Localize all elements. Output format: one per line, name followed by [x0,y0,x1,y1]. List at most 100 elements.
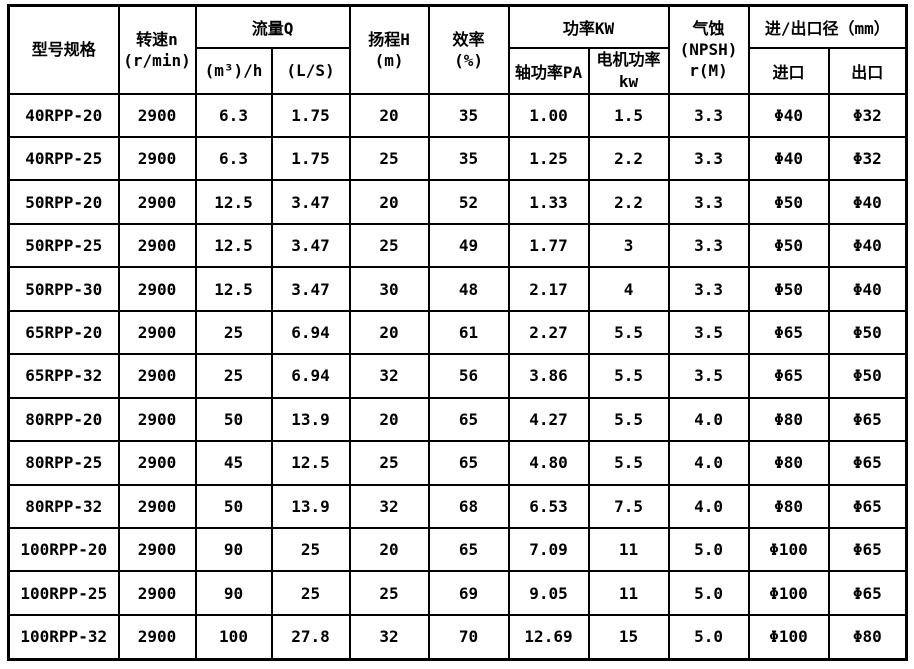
cell-motor-power: 5.5 [587,353,670,399]
cell-flow-m3h: 12.5 [194,222,273,269]
cell-efficiency: 52 [427,179,510,225]
cell-flow-m3h: 6.3 [194,92,273,138]
cell-motor-power: 2.2 [587,179,670,225]
cell-npsh: 3.3 [667,92,750,138]
cell-shaft-power: 2.27 [507,309,590,356]
cell-head: 25 [348,135,430,182]
cell-shaft-power: 3.86 [507,353,590,399]
cell-model: 65RPP-32 [7,353,120,399]
cell-inlet: Φ80 [747,440,830,486]
table-row: 100RPP-25 2900 90 25 25 69 9.05 11 5.0 Φ100 Φ65 [7,570,908,616]
cell-outlet: Φ50 [827,353,908,399]
cell-flow-ls: 1.75 [270,92,351,138]
cell-motor-power: 5.5 [587,440,670,486]
header-outlet: 出口 [827,46,908,95]
header-efficiency-line2: (%) [454,50,483,70]
cell-head: 20 [348,92,430,138]
table-row: 80RPP-20 2900 50 13.9 20 65 4.27 5.5 4.0 Φ80 Φ65 [7,396,908,443]
header-speed-line2: (r/min) [123,50,191,70]
header-efficiency-line1: 效率 [452,29,485,49]
cell-outlet: Φ40 [827,266,908,312]
header-motor-power-line2: kw [618,71,639,91]
header-speed-line1: 转速n [136,29,178,49]
cell-model: 80RPP-25 [7,440,120,486]
cell-inlet: Φ40 [747,92,830,138]
cell-model: 40RPP-20 [7,92,120,138]
table-header: 型号规格 转速n (r/min) 流量Q 扬程H (m) 效率 (%) 功率KW… [7,4,908,95]
cell-motor-power: 5.5 [587,396,670,443]
cell-efficiency: 48 [427,266,510,312]
cell-flow-ls: 3.47 [270,266,351,312]
cell-head: 30 [348,266,430,312]
cell-npsh: 4.0 [667,483,750,530]
cell-head: 25 [348,440,430,486]
header-efficiency: 效率 (%) [427,4,510,95]
cell-flow-m3h: 90 [194,527,273,573]
cell-shaft-power: 4.80 [507,440,590,486]
cell-efficiency: 65 [427,396,510,443]
table-row: 40RPP-20 2900 6.3 1.75 20 35 1.00 1.5 3.3 Φ40 Φ32 [7,92,908,138]
cell-npsh: 4.0 [667,396,750,443]
cell-npsh: 3.5 [667,309,750,356]
header-npsh-line3: r(M) [689,61,728,81]
cell-flow-ls: 13.9 [270,396,351,443]
cell-model: 100RPP-20 [7,527,120,573]
cell-inlet: Φ50 [747,222,830,269]
cell-flow-ls: 25 [270,570,351,616]
table-row: 80RPP-32 2900 50 13.9 32 68 6.53 7.5 4.0 Φ80 Φ65 [7,483,908,530]
cell-shaft-power: 12.69 [507,613,590,661]
cell-outlet: Φ65 [827,396,908,443]
cell-model: 80RPP-20 [7,396,120,443]
cell-speed: 2900 [117,353,197,399]
cell-outlet: Φ65 [827,527,908,573]
cell-outlet: Φ65 [827,483,908,530]
cell-head: 25 [348,222,430,269]
cell-inlet: Φ80 [747,483,830,530]
cell-flow-m3h: 90 [194,570,273,616]
header-model: 型号规格 [7,4,120,95]
cell-outlet: Φ80 [827,613,908,661]
cell-inlet: Φ65 [747,353,830,399]
cell-efficiency: 56 [427,353,510,399]
cell-inlet: Φ40 [747,135,830,182]
cell-npsh: 3.5 [667,353,750,399]
header-motor-power-line1: 电机功率 [596,50,661,70]
cell-head: 20 [348,527,430,573]
cell-inlet: Φ100 [747,570,830,616]
cell-inlet: Φ50 [747,266,830,312]
cell-motor-power: 3 [587,222,670,269]
cell-model: 50RPP-25 [7,222,120,269]
header-model-label: 型号规格 [31,40,96,60]
header-npsh: 气蚀 (NPSH) r(M) [667,4,750,95]
cell-flow-ls: 3.47 [270,222,351,269]
cell-inlet: Φ100 [747,527,830,573]
cell-npsh: 3.3 [667,222,750,269]
cell-npsh: 3.3 [667,135,750,182]
cell-speed: 2900 [117,222,197,269]
cell-speed: 2900 [117,613,197,661]
cell-efficiency: 68 [427,483,510,530]
cell-flow-m3h: 100 [194,613,273,661]
cell-shaft-power: 1.33 [507,179,590,225]
cell-outlet: Φ40 [827,179,908,225]
cell-model: 100RPP-32 [7,613,120,661]
cell-head: 20 [348,179,430,225]
cell-speed: 2900 [117,483,197,530]
table-row: 80RPP-25 2900 45 12.5 25 65 4.80 5.5 4.0 Φ80 Φ65 [7,440,908,486]
cell-head: 20 [348,309,430,356]
cell-speed: 2900 [117,527,197,573]
cell-shaft-power: 1.00 [507,92,590,138]
cell-flow-m3h: 25 [194,353,273,399]
cell-flow-m3h: 12.5 [194,266,273,312]
cell-head: 32 [348,613,430,661]
cell-motor-power: 1.5 [587,92,670,138]
cell-model: 80RPP-32 [7,483,120,530]
cell-speed: 2900 [117,92,197,138]
header-npsh-line1: 气蚀 [692,19,725,39]
table-row: 50RPP-25 2900 12.5 3.47 25 49 1.77 3 3.3 Φ50 Φ40 [7,222,908,269]
table-row: 100RPP-32 2900 100 27.8 32 70 12.69 15 5.0 Φ100 Φ8… [7,613,908,661]
cell-outlet: Φ32 [827,92,908,138]
header-head: 扬程H (m) [348,4,430,95]
cell-outlet: Φ65 [827,570,908,616]
